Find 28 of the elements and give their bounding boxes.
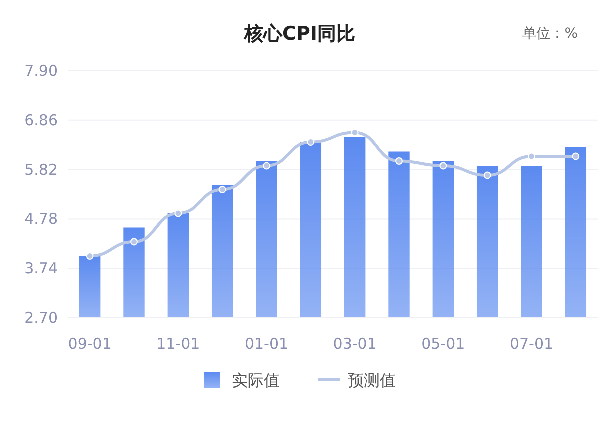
y-tick-label: 7.90 [24,62,58,80]
point [218,186,226,194]
y-tick-label: 2.70 [24,309,58,327]
legend-label: 实际值 [232,371,280,390]
point [440,162,448,170]
y-tick-label: 3.74 [24,260,58,278]
x-tick-label: 09-01 [68,335,112,353]
x-tick-label: 11-01 [156,335,200,353]
x-tick-label: 07-01 [510,335,554,353]
point [351,129,359,136]
legend-label: 预测值 [348,371,396,390]
point [263,162,270,170]
point [307,138,315,146]
point [396,158,403,165]
point [86,252,94,260]
text: 单位：% [522,26,578,42]
point [130,238,138,246]
x-tick-label: 05-01 [422,335,466,353]
point [528,152,536,160]
y-tick-label: 6.86 [24,111,58,130]
x-tick-label: 01-01 [244,335,289,353]
point [572,152,580,160]
x-tick-label: 03-01 [333,335,377,353]
y-tick-label: 4.78 [24,210,58,228]
point [484,172,492,180]
chart-title: 核心CPI同比 [244,23,356,45]
point [174,210,182,218]
y-tick-label: 5.82 [24,160,58,179]
